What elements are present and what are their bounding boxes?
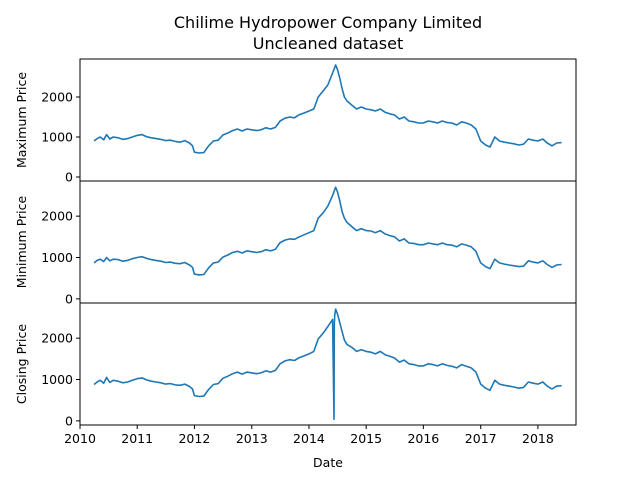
chart-subtitle: Uncleaned dataset bbox=[253, 34, 403, 53]
y-tick-label-3-1000: 1000 bbox=[41, 372, 73, 387]
x-tick-label-2015: 2015 bbox=[350, 431, 382, 446]
x-tick-label-2017: 2017 bbox=[465, 431, 497, 446]
y-tick-label-1-1000: 1000 bbox=[41, 130, 73, 145]
y-tick-label-1-2000: 2000 bbox=[41, 90, 73, 105]
series-line-1 bbox=[93, 64, 562, 154]
x-axis-label: Date bbox=[313, 455, 343, 470]
x-tick-label-2014: 2014 bbox=[293, 431, 325, 446]
y-axis-label-2: Minimum Price bbox=[14, 195, 29, 288]
x-tick-label-2016: 2016 bbox=[407, 431, 439, 446]
y-axis-label-3: Closing Price bbox=[14, 324, 29, 404]
x-tick-label-2018: 2018 bbox=[522, 431, 554, 446]
y-tick-label-1-0: 0 bbox=[65, 170, 73, 185]
subplot-3: 0 1000 2000 Closing Price bbox=[14, 302, 577, 428]
y-tick-label-2-0: 0 bbox=[65, 291, 73, 306]
y-tick-label-3-0: 0 bbox=[65, 413, 73, 428]
axes-frame-3 bbox=[79, 302, 577, 426]
x-tick-label-2010: 2010 bbox=[64, 431, 96, 446]
x-tick-label-2013: 2013 bbox=[236, 431, 268, 446]
y-axis-label-1: Maximum Price bbox=[14, 72, 29, 168]
chart-title: Chilime Hydropower Company Limited bbox=[174, 13, 482, 32]
series-line-2 bbox=[93, 186, 562, 276]
y-tick-label-2-1000: 1000 bbox=[41, 250, 73, 265]
series-line-3 bbox=[93, 308, 562, 420]
y-tick-label-3-2000: 2000 bbox=[41, 331, 73, 346]
subplots: 0 1000 2000 Maximum Price 0 1000 2000 Minimum P… bbox=[14, 58, 577, 446]
y-tick-label-2-2000: 2000 bbox=[41, 209, 73, 224]
x-tick-label-2012: 2012 bbox=[178, 431, 210, 446]
x-tick-label-2011: 2011 bbox=[121, 431, 153, 446]
